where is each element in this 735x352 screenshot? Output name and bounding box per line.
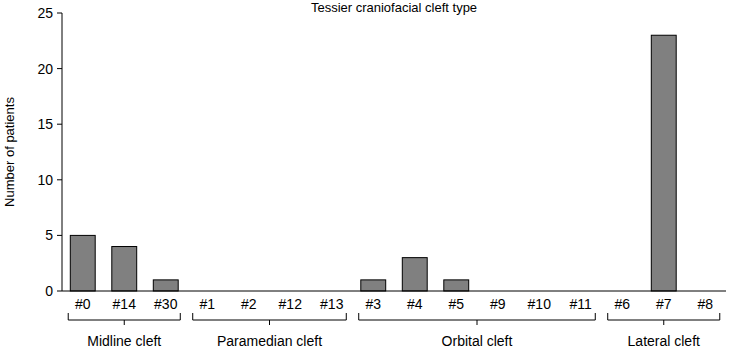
group-label: Midline cleft	[87, 333, 161, 349]
group-label: Paramedian cleft	[217, 333, 322, 349]
y-tick	[57, 68, 62, 69]
x-tick-label: #9	[490, 296, 506, 312]
x-tick-label: #5	[448, 296, 464, 312]
bar	[70, 235, 95, 291]
y-tick	[57, 124, 62, 125]
x-tick-label: #0	[75, 296, 91, 312]
y-tick	[57, 179, 62, 180]
y-tick-label: 25	[37, 5, 53, 21]
x-tick-label: #4	[407, 296, 423, 312]
x-tick-label: #8	[697, 296, 713, 312]
x-tick-label: #10	[528, 296, 552, 312]
bars	[70, 35, 676, 291]
y-tick	[57, 291, 62, 292]
y-tick	[57, 235, 62, 236]
group-label: Lateral cleft	[628, 333, 700, 349]
y-tick-label: 20	[37, 61, 53, 77]
y-tick	[57, 13, 62, 14]
y-tick-label: 10	[37, 172, 53, 188]
group-label: Orbital cleft	[442, 333, 513, 349]
x-tick-label: #2	[241, 296, 257, 312]
group-bracket	[608, 313, 720, 325]
x-tick-label: #12	[279, 296, 303, 312]
x-tick-label: #30	[154, 296, 178, 312]
x-tick-label: #1	[199, 296, 215, 312]
bar	[153, 280, 178, 291]
y-tick-label: 5	[45, 227, 53, 243]
group-bracket	[359, 313, 596, 325]
y-axis-label: Number of patients	[2, 97, 17, 207]
x-axis	[62, 291, 726, 292]
group-bracket	[193, 313, 347, 325]
y-tick-label: 15	[37, 116, 53, 132]
x-tick-label: #14	[113, 296, 137, 312]
chart: Tessier craniofacial cleft type Number of…	[0, 0, 735, 352]
x-tick-label: #3	[365, 296, 381, 312]
x-tick-label: #7	[656, 296, 672, 312]
bar	[402, 258, 427, 291]
x-tick-label: #6	[614, 296, 630, 312]
group-bracket	[68, 313, 180, 325]
y-tick-label: 0	[45, 283, 53, 299]
title: Tessier craniofacial cleft type	[311, 0, 477, 15]
bar	[112, 247, 137, 291]
bar	[444, 280, 469, 291]
x-tick-label: #13	[320, 296, 344, 312]
bar	[651, 35, 676, 291]
y-axis	[62, 13, 63, 291]
bar	[361, 280, 386, 291]
x-tick-label: #11	[570, 296, 593, 312]
